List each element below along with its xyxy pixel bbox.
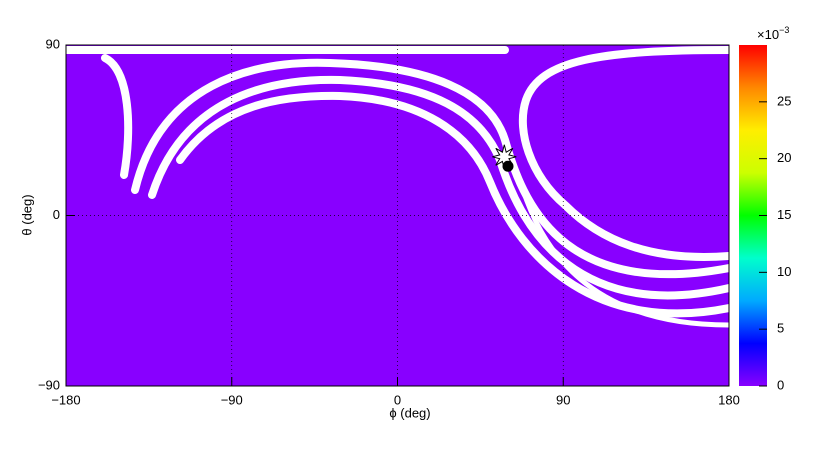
colorbar-tick-label: 25 bbox=[777, 93, 791, 108]
band bbox=[148, 75, 729, 300]
plot-area bbox=[66, 45, 729, 386]
y-tick-label: 0 bbox=[53, 207, 60, 222]
x-tick-label: 90 bbox=[556, 392, 570, 407]
bands bbox=[66, 46, 729, 328]
x-tick-label: 180 bbox=[718, 392, 740, 407]
y-tick-label: −90 bbox=[38, 377, 60, 392]
x-tick-label: 0 bbox=[394, 392, 401, 407]
colorbar-exponent: ×10−3 bbox=[757, 25, 789, 42]
x-tick-label: −90 bbox=[221, 392, 243, 407]
colorbar-tick-label: 20 bbox=[777, 150, 791, 165]
x-axis-label: ϕ (deg) bbox=[389, 405, 430, 420]
band bbox=[176, 91, 729, 318]
y-tick-label: 90 bbox=[46, 36, 60, 51]
band bbox=[517, 177, 729, 328]
colorbar-tick-label: 15 bbox=[777, 207, 791, 222]
colorbar-tick-label: 0 bbox=[777, 377, 784, 392]
dot-marker bbox=[502, 160, 514, 172]
exponent-base: ×10 bbox=[757, 27, 779, 42]
x-tick-label: −180 bbox=[51, 392, 80, 407]
y-axis-label: θ (deg) bbox=[19, 194, 34, 235]
colorbar-tick-label: 10 bbox=[777, 264, 791, 279]
band bbox=[131, 58, 729, 278]
band bbox=[101, 54, 133, 179]
band bbox=[518, 46, 729, 261]
exponent: −3 bbox=[779, 25, 789, 35]
colorbar-tick-label: 5 bbox=[777, 321, 784, 336]
